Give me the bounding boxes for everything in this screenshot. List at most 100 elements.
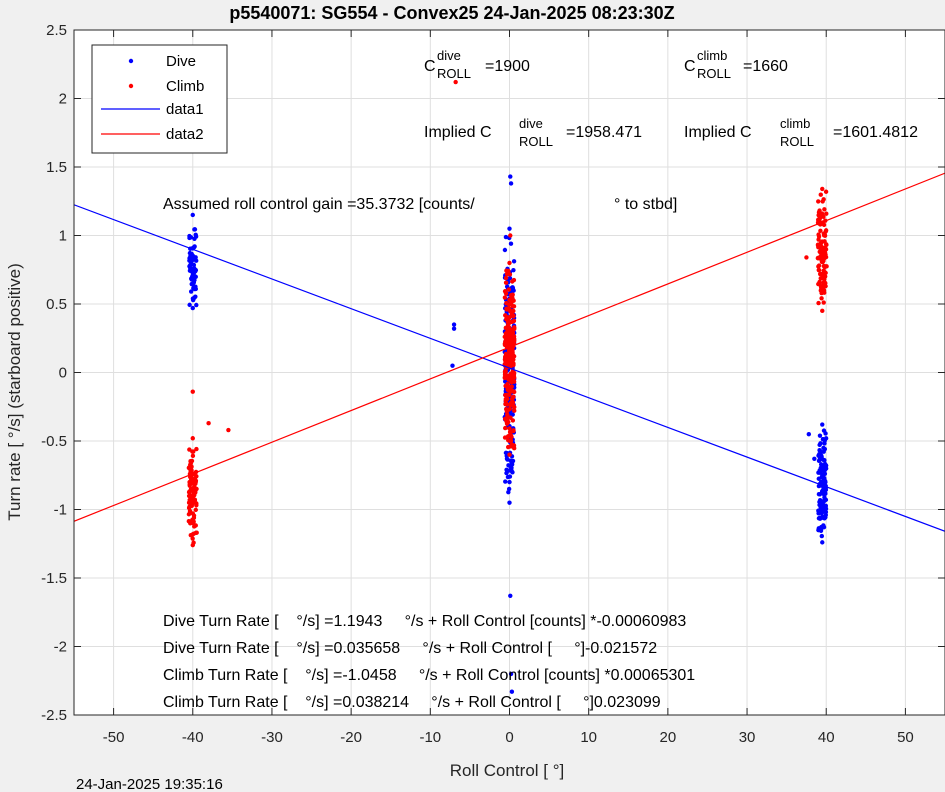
climb-point [187, 508, 193, 514]
climb-point [817, 271, 823, 277]
dive-point [822, 464, 828, 469]
climb-point [821, 197, 826, 202]
climb-point [190, 436, 195, 441]
dive-point [191, 280, 197, 285]
dive-point [820, 437, 826, 442]
dive-point [504, 467, 509, 472]
climb-point [511, 428, 516, 433]
climb-point [503, 372, 508, 377]
climb-point [511, 379, 517, 384]
climb-point [191, 449, 196, 454]
climb-point [506, 287, 512, 292]
legend-climb-marker [128, 83, 134, 89]
c-dive-subscript: ROLL [437, 66, 471, 81]
x-tick-label: 50 [897, 729, 914, 746]
climb-point [819, 211, 825, 216]
dive-point [823, 487, 829, 493]
climb-point [507, 452, 512, 457]
dive-point [194, 258, 199, 263]
climb-point [816, 300, 821, 306]
dive-point [502, 247, 508, 253]
dive-point [510, 412, 515, 417]
climb-point [508, 438, 514, 443]
climb-point [820, 253, 825, 258]
dive-point [507, 275, 513, 281]
legend-dive-label: Dive [166, 53, 196, 70]
climb-point [820, 186, 825, 192]
climb-point [194, 503, 199, 508]
legend-data1-label: data1 [166, 101, 204, 118]
dive-point [816, 508, 821, 513]
fit-line-data1 [74, 204, 945, 532]
tick-labels: -50 -40 -30 -20 -10 0 10 20 30 40 50-2.5-2-1.5-1-0… [41, 22, 914, 746]
climb-point [507, 426, 512, 431]
climb-point [818, 228, 823, 234]
climb-point [508, 430, 513, 435]
dive-point [190, 305, 195, 311]
y-tick-label: -1 [54, 502, 67, 519]
dive-point [192, 236, 197, 241]
climb-point [502, 295, 508, 300]
x-tick-label: 40 [818, 729, 835, 746]
dive-point [818, 462, 824, 467]
implied-dive-superscript: dive [519, 116, 543, 131]
climb-point [190, 536, 195, 541]
equation-dive-counts: Dive Turn Rate [ °/s] =1.1943 °/s + Roll… [163, 613, 686, 630]
climb-point [510, 304, 515, 309]
dive-point [817, 492, 823, 497]
climb-point [188, 503, 193, 509]
climb-point [816, 264, 821, 269]
climb-point [509, 442, 515, 447]
implied-climb-value: =1601.4812 [833, 124, 918, 141]
implied-dive-subscript: ROLL [519, 134, 553, 149]
dive-point [822, 458, 827, 463]
y-tick-label: -2 [54, 639, 67, 656]
climb-point [507, 387, 513, 392]
dive-point [511, 267, 516, 273]
y-tick-label: -0.5 [41, 433, 67, 450]
climb-point [822, 290, 827, 295]
dive-point [822, 516, 827, 521]
c-dive-symbol: C [424, 58, 436, 75]
x-tick-label: -40 [182, 729, 204, 746]
dive-point [192, 227, 198, 232]
climb-point [505, 396, 510, 402]
y-tick-label: 1 [59, 228, 67, 245]
climb-point [503, 325, 509, 331]
climb-point [453, 79, 458, 85]
dive-point [817, 515, 823, 521]
equation-dive-degrees: Dive Turn Rate [ °/s] =0.035658 °/s + Ro… [163, 640, 657, 657]
climb-point [510, 330, 516, 336]
climb-point [504, 268, 509, 273]
y-tick-label: 0 [59, 365, 67, 382]
climb-point [502, 375, 508, 381]
climb-point [821, 263, 827, 269]
coefficient-annotations: C dive ROLL =1900 C climb ROLL =1660 Imp… [163, 48, 918, 213]
y-axis-label: Turn rate [ °/s] (starboard positive) [5, 263, 24, 520]
y-tick-label: 1.5 [46, 159, 67, 176]
x-tick-label: 10 [580, 729, 597, 746]
climb-point [505, 334, 511, 339]
gain-unit: ° to stbd] [614, 196, 677, 213]
c-dive-superscript: dive [437, 48, 461, 63]
climb-point [823, 242, 829, 247]
dive-point [191, 274, 196, 279]
climb-point [818, 246, 823, 252]
climb-point [509, 293, 515, 299]
dive-point [188, 289, 194, 294]
y-tick-label: -2.5 [41, 707, 67, 724]
climb-point [193, 507, 198, 513]
climb-point [512, 404, 517, 410]
dive-point [817, 448, 823, 453]
climb-point [186, 465, 192, 471]
fit-line-data2 [74, 172, 945, 522]
dive-point [507, 226, 512, 231]
dive-point [509, 689, 515, 694]
dive-point [507, 474, 513, 479]
dive-point [188, 263, 193, 268]
climb-point [821, 268, 826, 273]
climb-point [502, 289, 508, 294]
climb-point [505, 408, 510, 413]
dive-point [191, 262, 197, 268]
